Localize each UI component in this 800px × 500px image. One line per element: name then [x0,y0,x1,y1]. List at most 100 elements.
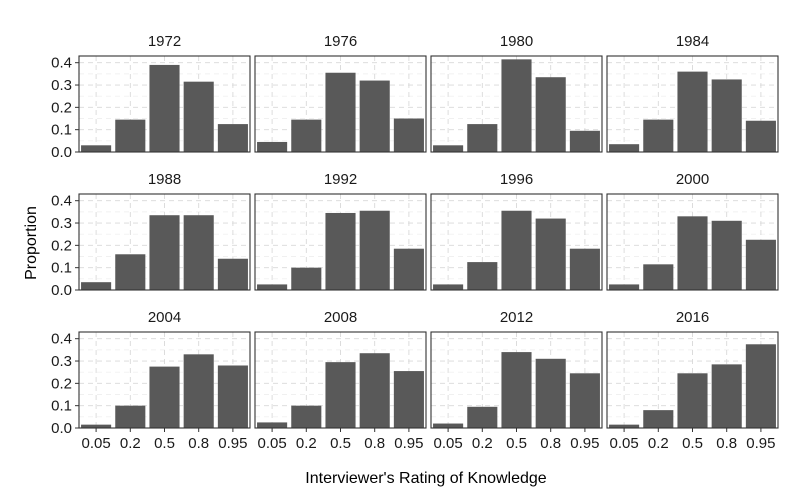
panel-border [606,55,779,153]
y-tick-label: 0.1 [51,398,72,415]
bar-1976-0.95 [393,118,424,152]
bar-2016-0.05 [609,424,640,428]
panel-title: 1984 [676,33,709,50]
bar-1996-0.8 [535,218,566,290]
bar-1992-0.2 [291,267,322,290]
y-tick-label: 0.4 [51,331,72,348]
bar-1992-0.8 [359,210,390,290]
panel-title: 1996 [500,171,533,188]
bar-2016-0.8 [711,364,742,428]
panel-border [254,193,427,291]
panels-layer: 1972 0.0 0.1 0.2 0.3 0.4 1976 1980 1984 1988 0.0 0.… [51,33,779,452]
panel-title: 1980 [500,33,533,50]
x-tick-label: 0.05 [81,435,110,452]
y-tick-label: 0.3 [51,353,72,370]
x-tick-label: 0.5 [330,435,351,452]
panel-border [78,193,251,291]
panel-1984: 1984 [606,33,779,153]
bar-2016-0.95 [745,344,776,428]
x-tick-label: 0.05 [433,435,462,452]
bar-2008-0.8 [359,353,390,428]
panel-1972: 1972 0.0 0.1 0.2 0.3 0.4 [51,33,251,161]
bar-1972-0.5 [149,64,180,152]
panel-2000: 2000 [606,171,779,291]
bar-2004-0.8 [183,354,214,428]
panel-title: 1988 [148,171,181,188]
bar-1980-0.2 [467,124,498,152]
y-tick-label: 0.2 [51,99,72,116]
bar-2012-0.8 [535,358,566,428]
bar-1984-0.95 [745,120,776,152]
bar-1980-0.5 [501,59,532,152]
bar-2004-0.95 [217,365,248,428]
y-tick-label: 0.0 [51,282,72,299]
bar-1996-0.2 [467,262,498,290]
bar-1984-0.8 [711,79,742,152]
bar-2000-0.8 [711,220,742,290]
bar-1996-0.95 [569,248,600,290]
panel-2004: 2004 0.0 0.1 0.2 0.3 0.4 0.05 0.2 0.5 0.8 0.95 [51,309,251,452]
panel-title: 1992 [324,171,357,188]
x-axis-title: Interviewer's Rating of Knowledge [305,470,547,487]
bar-2004-0.2 [115,405,146,428]
bar-1988-0.95 [217,258,248,290]
bar-2008-0.2 [291,405,322,428]
x-tick-label: 0.95 [218,435,247,452]
bar-1976-0.2 [291,119,322,152]
panel-title: 1972 [148,33,181,50]
bar-1972-0.95 [217,124,248,152]
panel-2012: 2012 0.05 0.2 0.5 0.8 0.95 [430,309,603,452]
panel-1992: 1992 [254,171,427,291]
panel-2008: 2008 0.05 0.2 0.5 0.8 0.95 [254,309,427,452]
bar-2004-0.5 [149,366,180,428]
bar-2008-0.5 [325,362,356,428]
x-tick-label: 0.2 [296,435,317,452]
y-tick-label: 0.2 [51,237,72,254]
bar-1976-0.5 [325,72,356,152]
bar-1972-0.8 [183,81,214,152]
panel-title: 2016 [676,309,709,326]
x-tick-label: 0.8 [716,435,737,452]
y-axis-title: Proportion [23,206,40,280]
y-tick-label: 0.2 [51,375,72,392]
x-tick-label: 0.2 [648,435,669,452]
bar-1980-0.95 [569,130,600,152]
panel-border [254,55,427,153]
bar-2012-0.95 [569,373,600,428]
y-tick-label: 0.1 [51,260,72,277]
bar-1972-0.05 [81,145,112,152]
bar-1996-0.05 [433,284,464,290]
x-tick-label: 0.2 [472,435,493,452]
y-tick-label: 0.0 [51,420,72,437]
bar-1988-0.8 [183,215,214,290]
x-tick-label: 0.8 [364,435,385,452]
panel-border [78,55,251,153]
y-tick-label: 0.4 [51,193,72,210]
bar-2016-0.5 [677,373,708,428]
panel-title: 1976 [324,33,357,50]
bar-1992-0.05 [257,284,288,290]
x-tick-label: 0.5 [682,435,703,452]
bar-2008-0.95 [393,371,424,428]
bar-2012-0.05 [433,423,464,428]
panel-border [430,193,603,291]
panel-1980: 1980 [430,33,603,153]
panel-border [606,193,779,291]
bar-1992-0.5 [325,212,356,290]
bar-1988-0.2 [115,254,146,290]
bar-2012-0.2 [467,406,498,428]
bar-2000-0.5 [677,216,708,290]
bar-1976-0.8 [359,80,390,152]
bar-1988-0.05 [81,282,112,290]
x-tick-label: 0.2 [120,435,141,452]
bar-1984-0.05 [609,144,640,152]
x-tick-label: 0.05 [609,435,638,452]
bar-2008-0.05 [257,422,288,428]
panel-2016: 2016 0.05 0.2 0.5 0.8 0.95 [606,309,779,452]
x-tick-label: 0.8 [540,435,561,452]
bar-1984-0.5 [677,71,708,152]
panel-border [430,55,603,153]
bar-2000-0.2 [643,264,674,290]
panel-1996: 1996 [430,171,603,291]
